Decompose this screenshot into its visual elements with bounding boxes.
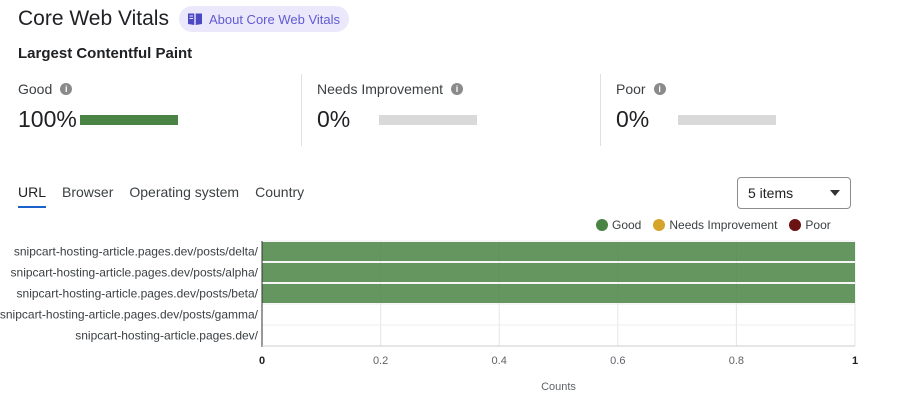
legend-label-needs-improvement: Needs Improvement <box>669 218 778 232</box>
dimension-tabs: URL Browser Operating system Country <box>18 184 320 208</box>
bar-good[interactable] <box>262 284 855 303</box>
chevron-down-icon <box>830 190 840 196</box>
bar-good[interactable] <box>262 242 855 261</box>
url-distribution-chart: snipcart-hosting-article.pages.dev/posts… <box>0 240 858 393</box>
metric-needs-improvement-label: Needs Improvement <box>317 81 444 97</box>
x-tick-label: 0 <box>259 355 265 367</box>
tab-url[interactable]: URL <box>18 184 47 208</box>
metric-poor-value: 0% <box>616 106 650 132</box>
about-link-label: About Core Web Vitals <box>208 11 341 27</box>
category-label: snipcart-hosting-article.pages.dev/posts… <box>0 308 259 322</box>
x-axis-title: Counts <box>541 381 576 393</box>
tab-country[interactable]: Country <box>255 184 305 200</box>
category-label: snipcart-hosting-article.pages.dev/posts… <box>14 245 259 259</box>
legend-item-good[interactable]: Good <box>596 218 641 232</box>
items-count-select[interactable]: 5 items <box>737 177 851 209</box>
legend-swatch-needs-improvement <box>653 219 666 231</box>
info-icon[interactable]: i <box>60 83 73 95</box>
category-label: snipcart-hosting-article.pages.dev/posts… <box>17 287 259 301</box>
legend-item-needs-improvement[interactable]: Needs Improvement <box>653 218 777 232</box>
metric-needs-improvement-bar <box>379 114 477 125</box>
header: Core Web Vitals About Core Web Vitals <box>18 6 350 32</box>
tab-operating-system[interactable]: Operating system <box>129 184 240 200</box>
bar-good[interactable] <box>262 263 855 282</box>
x-tick-label: 0.8 <box>729 355 744 367</box>
legend-label-poor: Poor <box>805 218 831 232</box>
x-tick-label: 1 <box>852 355 858 367</box>
legend-swatch-good <box>596 219 608 231</box>
metric-needs-improvement: Needs Improvement i 0% <box>317 74 597 146</box>
items-count-value: 5 items <box>748 185 794 201</box>
metric-good-label: Good <box>18 81 53 97</box>
book-icon <box>187 13 202 25</box>
about-core-web-vitals-link[interactable]: About Core Web Vitals <box>178 6 350 32</box>
legend-label-good: Good <box>612 218 642 232</box>
x-tick-label: 0.6 <box>610 355 625 367</box>
metric-poor-label: Poor <box>616 81 646 97</box>
chart-legend: Good Needs Improvement Poor <box>596 218 831 232</box>
metric-needs-improvement-value: 0% <box>317 106 351 132</box>
info-icon[interactable]: i <box>451 83 464 95</box>
category-label: snipcart-hosting-article.pages.dev/ <box>75 329 258 343</box>
metric-poor: Poor i 0% <box>616 74 896 146</box>
info-icon[interactable]: i <box>653 83 666 95</box>
metric-good-value: 100% <box>18 106 77 132</box>
metric-good: Good i 100% <box>18 74 298 146</box>
metric-good-bar <box>80 114 178 125</box>
category-label: snipcart-hosting-article.pages.dev/posts… <box>11 266 259 280</box>
divider <box>301 74 302 146</box>
legend-swatch-poor <box>789 219 802 231</box>
section-subtitle: Largest Contentful Paint <box>18 45 193 62</box>
x-tick-label: 0.2 <box>373 355 388 367</box>
page-title: Core Web Vitals <box>18 7 169 30</box>
x-tick-label: 0.4 <box>492 355 507 367</box>
tab-browser[interactable]: Browser <box>62 184 114 200</box>
metric-poor-bar <box>678 114 776 125</box>
legend-item-poor[interactable]: Poor <box>789 218 831 232</box>
divider <box>600 74 601 146</box>
